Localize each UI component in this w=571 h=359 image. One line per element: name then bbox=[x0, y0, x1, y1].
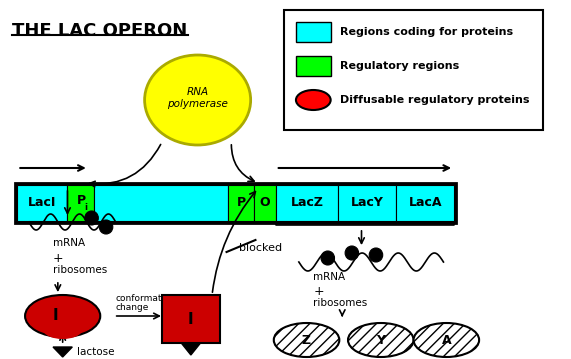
Bar bbox=[296, 22, 331, 42]
Circle shape bbox=[321, 251, 335, 265]
Text: Diffusable regulatory proteins: Diffusable regulatory proteins bbox=[340, 95, 530, 105]
Bar bbox=[276, 185, 339, 221]
Ellipse shape bbox=[296, 90, 331, 110]
Ellipse shape bbox=[413, 323, 479, 357]
Text: I: I bbox=[188, 312, 194, 326]
Bar bbox=[255, 185, 276, 221]
Text: +: + bbox=[53, 252, 63, 265]
Text: mRNA: mRNA bbox=[313, 272, 345, 282]
Text: blocked: blocked bbox=[239, 243, 282, 253]
Text: change: change bbox=[116, 303, 149, 312]
Text: mRNA: mRNA bbox=[53, 238, 85, 248]
Ellipse shape bbox=[43, 321, 82, 339]
Text: ribosomes: ribosomes bbox=[53, 265, 107, 275]
Text: Z: Z bbox=[302, 334, 311, 346]
Circle shape bbox=[85, 211, 98, 225]
Circle shape bbox=[99, 220, 113, 234]
Text: THE LAC OPERON: THE LAC OPERON bbox=[11, 22, 187, 40]
Bar bbox=[284, 10, 543, 130]
Bar bbox=[15, 183, 456, 223]
Text: RNA
polymerase: RNA polymerase bbox=[167, 87, 228, 109]
Text: Regulatory regions: Regulatory regions bbox=[340, 61, 460, 71]
Text: lactose: lactose bbox=[77, 347, 115, 357]
Text: +: + bbox=[313, 285, 324, 298]
Text: LacZ: LacZ bbox=[291, 196, 324, 210]
Text: Y: Y bbox=[376, 334, 385, 346]
Text: A: A bbox=[441, 334, 451, 346]
Text: P: P bbox=[236, 196, 246, 210]
Circle shape bbox=[345, 246, 359, 260]
Text: conformational: conformational bbox=[116, 294, 184, 303]
Text: LacI: LacI bbox=[28, 196, 57, 210]
Bar bbox=[17, 185, 67, 221]
Text: P: P bbox=[77, 194, 86, 206]
Bar bbox=[162, 295, 220, 343]
Ellipse shape bbox=[144, 55, 251, 145]
Text: I: I bbox=[53, 308, 59, 323]
Bar bbox=[227, 185, 255, 221]
Ellipse shape bbox=[274, 323, 339, 357]
Bar bbox=[339, 185, 396, 221]
Text: O: O bbox=[260, 196, 271, 210]
Circle shape bbox=[369, 248, 383, 262]
Polygon shape bbox=[53, 347, 73, 357]
Bar bbox=[67, 185, 94, 221]
Bar bbox=[396, 185, 454, 221]
Text: i: i bbox=[85, 202, 87, 211]
Polygon shape bbox=[181, 343, 200, 355]
Ellipse shape bbox=[25, 295, 100, 337]
Ellipse shape bbox=[348, 323, 413, 357]
Bar bbox=[296, 56, 331, 76]
Bar bbox=[94, 185, 227, 221]
Text: LacY: LacY bbox=[351, 196, 384, 210]
Text: Regions coding for proteins: Regions coding for proteins bbox=[340, 27, 513, 37]
Text: LacA: LacA bbox=[408, 196, 442, 210]
Text: ribosomes: ribosomes bbox=[313, 298, 368, 308]
